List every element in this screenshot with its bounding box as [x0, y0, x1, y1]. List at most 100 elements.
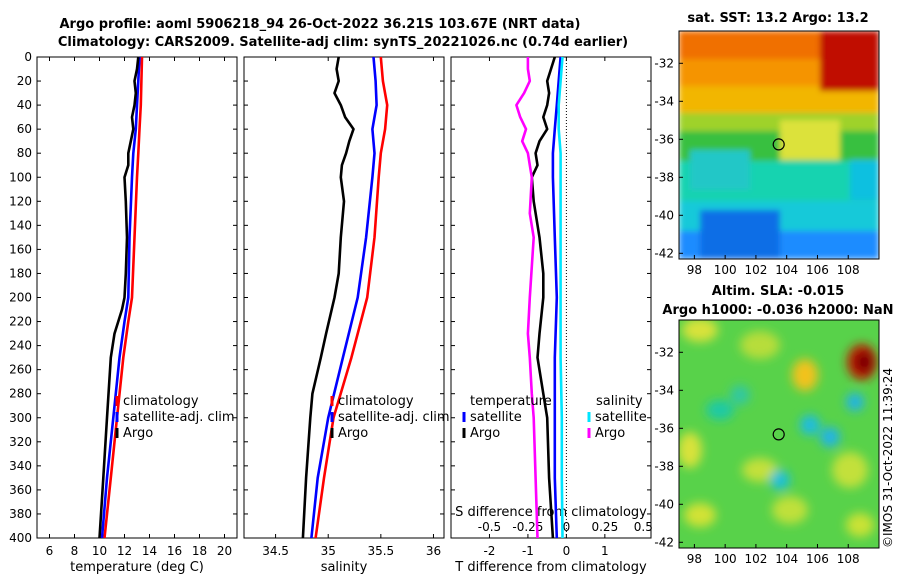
sla-map-xtick-label: 108 [837, 552, 860, 566]
temperature-profile-xlabel: temperature (deg C) [70, 560, 204, 575]
difference-profile-top-tick-label: -0.5 [478, 520, 501, 534]
difference-profile-series-salinity-argo [515, 57, 539, 539]
difference-profile-top-tick-label: 0.25 [591, 520, 618, 534]
sla-map-ytick-label: -34 [654, 383, 674, 397]
salinity-profile-xlabel: salinity [321, 560, 368, 575]
salinity-profile-legend-label: satellite-adj. clim [338, 410, 450, 425]
sla-map-ytick-label: -42 [654, 535, 674, 549]
salinity-profile-legend-label: Argo [338, 426, 368, 441]
sst-map-ytick-label: -34 [654, 94, 674, 108]
temperature-profile-ytick-label: 120 [9, 194, 32, 208]
sla-map-ytick-label: -40 [654, 497, 674, 511]
temperature-profile-ytick-label: 220 [9, 315, 32, 329]
temperature-profile-ytick-label: 340 [9, 459, 32, 473]
sst-map-xtick-label: 100 [714, 263, 737, 277]
diff-legend-label: satellite [470, 410, 522, 425]
salinity-profile-series-satellite-adj-clim [310, 56, 378, 539]
salinity-profile-xtick-label: 35.5 [367, 544, 394, 558]
sst-map-ytick-label: -38 [654, 170, 674, 184]
temperature-profile-ytick-label: 280 [9, 387, 32, 401]
salinity-profile-series-climatology [314, 56, 389, 539]
diff-legend-temperature-title: temperature [470, 394, 552, 409]
difference-profile-xlabel: T difference from climatology [454, 560, 647, 575]
diff-legend-label: Argo [470, 426, 500, 441]
sst-map-xtick-label: 106 [806, 263, 829, 277]
sla-map-xtick-label: 98 [687, 552, 702, 566]
sst-map-ytick-label: -36 [654, 132, 674, 146]
temperature-profile-legend-label: satellite-adj. clim [123, 410, 235, 425]
temperature-profile-series-argo [98, 56, 140, 539]
temperature-profile-ytick-label: 200 [9, 291, 32, 305]
temperature-profile-legend-label: climatology [123, 394, 199, 409]
difference-profile-frame [450, 56, 652, 539]
sla-map-xtick-label: 106 [806, 552, 829, 566]
sst-map-ytick-label: -42 [654, 246, 674, 260]
temperature-profile-xtick-label: 8 [71, 544, 79, 558]
sla-argo-marker [772, 428, 785, 441]
difference-profile-series-temperature-satellite [551, 56, 562, 539]
sst-field [679, 31, 879, 259]
sst-map-frame [678, 30, 880, 260]
difference-profile-xtick-label: -2 [483, 544, 495, 558]
temperature-profile-xtick-label: 12 [117, 544, 132, 558]
sst-argo-marker [772, 138, 785, 151]
difference-profile-series-salinity-satellite [557, 56, 564, 539]
temperature-profile-xtick-label: 10 [92, 544, 107, 558]
sst-map-panel: 98 100 102 104 106 108 -32 -34 -36 -38 -40 -42 [654, 30, 880, 277]
sst-map-xtick-label: 102 [744, 263, 767, 277]
temperature-profile-ytick-label: 320 [9, 435, 32, 449]
sla-map-title: Altim. SLA: -0.015 [712, 284, 844, 299]
sla-map-subtitle: Argo h1000: -0.036 h2000: NaN [662, 303, 893, 318]
temperature-profile-legend-label: Argo [123, 426, 153, 441]
salinity-profile-xtick-label: 34.5 [262, 544, 289, 558]
main-title-line2: Climatology: CARS2009. Satellite-adj cli… [58, 35, 628, 50]
salinity-profile-xtick-label: 35 [321, 544, 336, 558]
sst-map-ytick-label: -32 [654, 56, 674, 70]
sst-map-xtick-label: 98 [687, 263, 702, 277]
temperature-profile-ytick-label: 300 [9, 411, 32, 425]
sla-map-ytick-label: -32 [654, 345, 674, 359]
temperature-profile-xtick-label: 14 [142, 544, 157, 558]
sst-map-title: sat. SST: 13.2 Argo: 13.2 [687, 11, 868, 26]
temperature-profile-ytick-label: 180 [9, 266, 32, 280]
sst-map-xtick-label: 108 [837, 263, 860, 277]
difference-profile-xtick-label: -1 [522, 544, 534, 558]
temperature-profile-xtick-label: 18 [192, 544, 207, 558]
copyright-label: ©IMOS 31-Oct-2022 11:39:24 [881, 368, 895, 548]
sla-field [679, 320, 879, 548]
temperature-profile-ytick-label: 0 [24, 50, 32, 64]
temperature-profile-ytick-label: 400 [9, 531, 32, 545]
sla-map-xtick-label: 104 [775, 552, 798, 566]
temperature-profile-ytick-label: 380 [9, 507, 32, 521]
temperature-profile-ytick-label: 60 [17, 122, 32, 136]
diff-legend-label: satellite [595, 410, 647, 425]
sla-map-ytick-label: -38 [654, 459, 674, 473]
salinity-panel: 34.5 35 35.5 36 salinity climatologysatellite… [243, 56, 450, 575]
temperature-profile-ytick-label: 140 [9, 218, 32, 232]
difference-profile-xtick-label: 0 [563, 544, 571, 558]
salinity-profile-legend-label: climatology [338, 394, 414, 409]
sla-map-xtick-label: 102 [744, 552, 767, 566]
sla-map-ytick-label: -36 [654, 421, 674, 435]
temperature-profile-ytick-label: 80 [17, 146, 32, 160]
sla-map-frame [678, 319, 880, 549]
diff-legend-label: Argo [595, 426, 625, 441]
main-title-line1: Argo profile: aoml 5906218_94 26-Oct-202… [60, 17, 581, 32]
salinity-profile-series-argo [301, 56, 355, 539]
difference-profile-top-tick-label: 0 [563, 520, 571, 534]
temperature-profile-xtick-label: 16 [167, 544, 182, 558]
diff-legend-salinity-title: salinity [596, 394, 643, 409]
difference-profile-top-tick-label: -0.25 [512, 520, 543, 534]
temperature-panel: 0 20 40 60 80 100 120 140 160 180 200 220 240 260 280 3… [9, 50, 238, 575]
temperature-profile-xtick-label: 6 [46, 544, 54, 558]
sla-map-panel: 98 100 102 104 106 108 -32 -34 -36 -38 -40 -42 [654, 319, 880, 566]
temperature-profile-series-satellite-adj-clim [100, 56, 141, 539]
salinity-profile-xtick-label: 36 [426, 544, 441, 558]
difference-profile-top-tick-label: 0.5 [634, 520, 653, 534]
temperature-profile-ytick-label: 20 [17, 74, 32, 88]
temperature-profile-ytick-label: 360 [9, 483, 32, 497]
salinity-profile-frame [243, 56, 445, 539]
sst-map-xtick-label: 104 [775, 263, 798, 277]
temperature-profile-ytick-label: 260 [9, 363, 32, 377]
